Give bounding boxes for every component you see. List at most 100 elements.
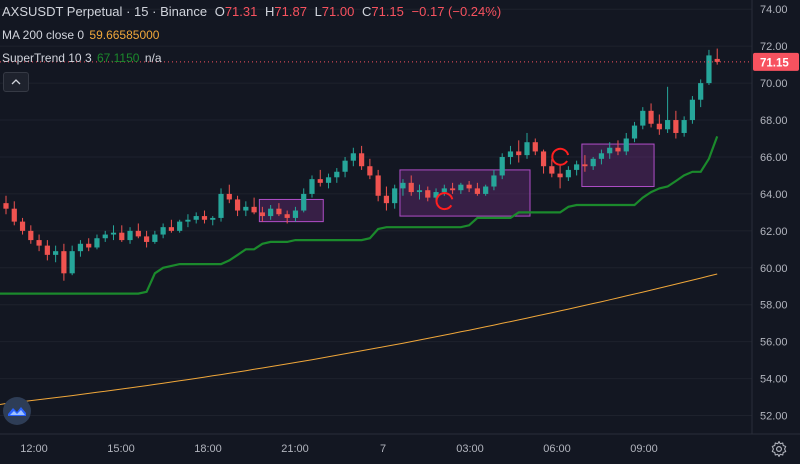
interval: 15 <box>134 4 149 19</box>
candle-58 <box>483 184 489 196</box>
open-value: 71.31 <box>224 4 258 19</box>
candle-33 <box>276 203 282 217</box>
candle-3 <box>28 225 34 244</box>
candle-23 <box>193 212 199 224</box>
candle-55 <box>458 182 464 194</box>
candle-4 <box>36 234 42 252</box>
current-price-badge-bg <box>753 52 799 71</box>
candle-67 <box>557 164 563 189</box>
candle-86 <box>714 48 720 65</box>
annotation-box-0[interactable] <box>258 198 324 223</box>
candle-57 <box>474 182 480 196</box>
candle-60 <box>499 153 505 180</box>
annotation-circle-0[interactable] <box>435 192 454 211</box>
supertrend-legend[interactable]: SuperTrend 10 3 67.1150 n/a <box>2 50 162 66</box>
price-axis[interactable]: 74.00 72.00 70.00 68.00 66.00 64.00 62.00 60.00… <box>751 0 788 434</box>
current-price-badge: 71.15 <box>760 57 789 69</box>
candle-19 <box>160 223 166 239</box>
candle-48 <box>400 179 406 196</box>
ma-200-path <box>0 273 718 405</box>
candle-41 <box>342 156 348 178</box>
price-tick-7: 60.00 <box>760 263 788 275</box>
candle-44 <box>367 158 373 180</box>
open-label: O <box>214 4 225 19</box>
price-tick-1: 72.00 <box>760 41 788 53</box>
candle-77 <box>640 107 646 130</box>
price-tick-10: 54.00 <box>760 374 788 386</box>
time-tick-4: 7 <box>380 443 386 455</box>
candle-47 <box>392 184 398 209</box>
candle-59 <box>491 169 497 191</box>
candle-12 <box>102 230 108 242</box>
annotation-boxes <box>258 143 655 223</box>
annotation-circle-1[interactable] <box>551 147 570 166</box>
annotation-circles <box>435 147 570 211</box>
time-tick-5: 03:00 <box>456 443 484 455</box>
price-tick-3: 68.00 <box>760 115 788 127</box>
tradingview-logo-icon[interactable] <box>3 397 31 425</box>
candle-85 <box>706 49 712 85</box>
candle-6 <box>53 245 59 263</box>
price-tick-5: 64.00 <box>760 189 788 201</box>
candle-64 <box>532 138 538 156</box>
logo-glyph <box>8 407 26 416</box>
candle-49 <box>408 175 414 196</box>
symbol-name[interactable]: AXSUSDT Perpetual <box>2 4 123 19</box>
candle-2 <box>19 217 26 235</box>
candle-0 <box>3 195 9 215</box>
candle-17 <box>143 230 150 248</box>
candle-40 <box>334 168 340 183</box>
candle-54 <box>449 182 456 194</box>
collapse-legend-button[interactable] <box>3 72 29 92</box>
candle-5 <box>44 240 50 261</box>
candle-79 <box>656 114 662 135</box>
price-tick-2: 70.00 <box>760 78 788 90</box>
candle-10 <box>86 238 92 252</box>
candle-65 <box>540 149 547 174</box>
symbol-legend[interactable]: AXSUSDT Perpetual · 15 · Binance O71.31 … <box>2 4 505 20</box>
candle-20 <box>168 219 174 233</box>
candle-9 <box>77 240 84 257</box>
candle-21 <box>177 219 183 233</box>
candle-84 <box>698 79 704 108</box>
low-label: L <box>314 4 322 19</box>
chevron-up-icon <box>11 79 21 85</box>
supertrend-value: 67.1150 <box>96 51 140 65</box>
candle-74 <box>615 140 621 156</box>
candle-8 <box>69 245 75 276</box>
candle-28 <box>234 195 241 217</box>
candle-16 <box>135 223 141 239</box>
candle-70 <box>582 155 588 172</box>
candle-39 <box>325 173 332 189</box>
candle-13 <box>110 225 117 241</box>
price-tick-9: 56.00 <box>760 337 788 349</box>
candle-22 <box>185 214 191 228</box>
candle-66 <box>549 158 555 178</box>
annotation-box-1[interactable] <box>399 169 531 217</box>
candle-46 <box>383 186 390 211</box>
time-tick-7: 09:00 <box>630 443 658 455</box>
low-value: 71.00 <box>321 4 355 19</box>
candle-34 <box>284 210 290 224</box>
price-tick-8: 58.00 <box>760 300 788 312</box>
candle-18 <box>152 230 158 244</box>
ma-200-line <box>0 273 718 405</box>
candle-36 <box>301 188 307 213</box>
exchange: Binance <box>160 4 208 19</box>
high-value: 71.87 <box>274 4 307 19</box>
candle-24 <box>201 210 208 224</box>
supertrend-value-2: n/a <box>144 51 162 65</box>
ma-legend[interactable]: MA 200 close 0 59.66585000 <box>2 27 159 43</box>
close-value: 71.15 <box>371 4 404 19</box>
candle-37 <box>309 175 315 198</box>
candles <box>3 48 720 281</box>
time-axis[interactable]: 12:00 15:00 18:00 21:00 7 03:00 06:00 09:00 <box>0 433 800 455</box>
candle-31 <box>259 206 265 222</box>
candle-81 <box>673 110 679 139</box>
candle-38 <box>317 169 323 187</box>
candle-61 <box>507 145 514 165</box>
candle-14 <box>119 225 125 242</box>
gear-icon[interactable] <box>770 440 788 458</box>
candle-26 <box>218 188 224 222</box>
